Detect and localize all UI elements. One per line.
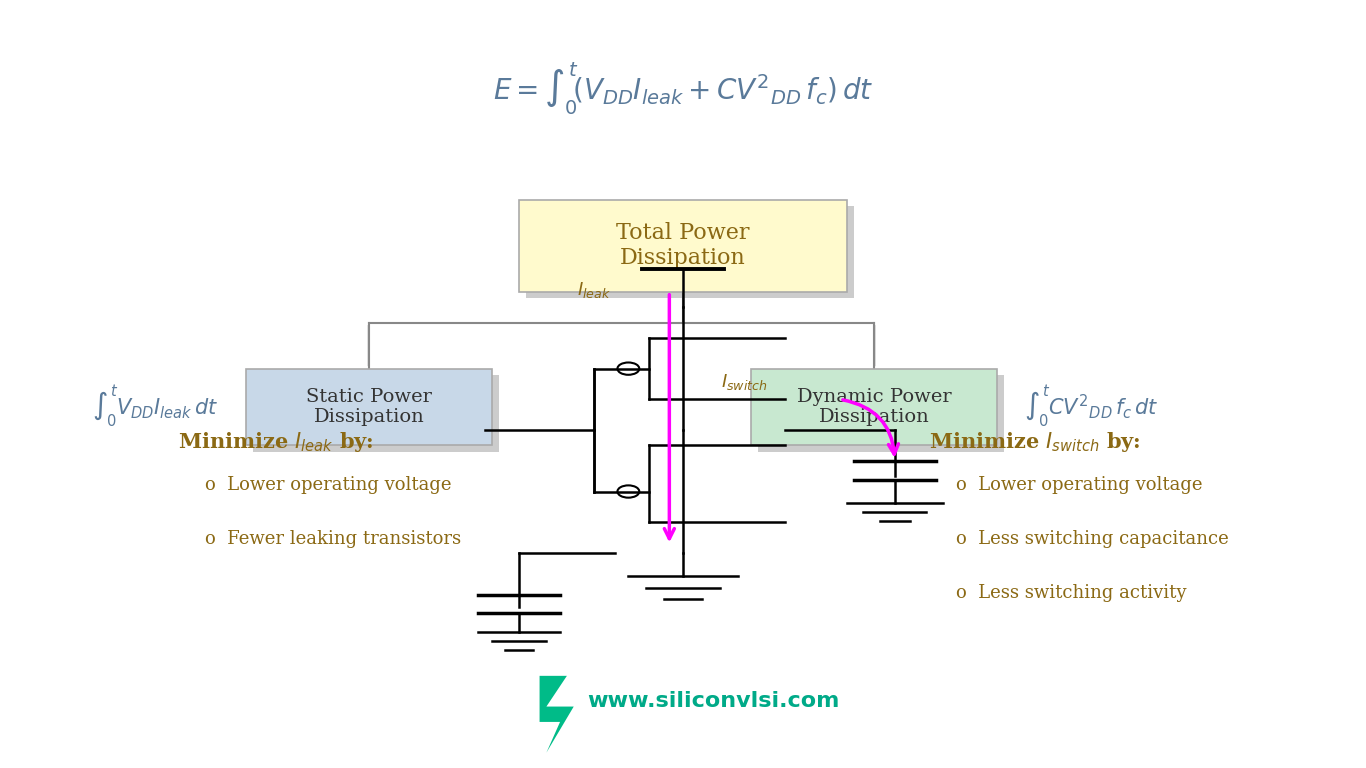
Text: o  Lower operating voltage: o Lower operating voltage — [956, 476, 1202, 494]
FancyBboxPatch shape — [519, 200, 847, 292]
Text: $\int_0^t V_{DD}I_{leak}\,dt$: $\int_0^t V_{DD}I_{leak}\,dt$ — [93, 384, 219, 430]
FancyBboxPatch shape — [246, 369, 492, 445]
FancyBboxPatch shape — [751, 369, 997, 445]
FancyBboxPatch shape — [758, 375, 1004, 452]
Text: www.siliconvlsi.com: www.siliconvlsi.com — [587, 691, 840, 711]
FancyBboxPatch shape — [253, 375, 499, 452]
Text: Minimize $I_{switch}$ by:: Minimize $I_{switch}$ by: — [929, 430, 1141, 454]
Text: Static Power
Dissipation: Static Power Dissipation — [306, 388, 432, 426]
FancyArrowPatch shape — [843, 400, 899, 454]
Polygon shape — [540, 676, 574, 753]
Text: $\int_0^t CV^2{}_{DD}\, f_c\,dt$: $\int_0^t CV^2{}_{DD}\, f_c\,dt$ — [1024, 384, 1160, 430]
Text: $I_{leak}$: $I_{leak}$ — [578, 280, 611, 300]
Text: o  Less switching capacitance: o Less switching capacitance — [956, 530, 1229, 548]
FancyBboxPatch shape — [526, 206, 854, 298]
Text: $E = \int_0^t\!( V_{DD}I_{leak} + CV^2{}_{DD}\, f_c)\,dt$: $E = \int_0^t\!( V_{DD}I_{leak} + CV^2{}… — [493, 61, 873, 116]
Text: o  Lower operating voltage: o Lower operating voltage — [205, 476, 451, 494]
Text: o  Less switching activity: o Less switching activity — [956, 584, 1187, 601]
Text: $I_{switch}$: $I_{switch}$ — [721, 372, 768, 392]
Text: Minimize $I_{leak}$ by:: Minimize $I_{leak}$ by: — [178, 430, 373, 454]
Text: Total Power
Dissipation: Total Power Dissipation — [616, 222, 750, 270]
Text: o  Fewer leaking transistors: o Fewer leaking transistors — [205, 530, 460, 548]
Text: Dynamic Power
Dissipation: Dynamic Power Dissipation — [796, 388, 952, 426]
